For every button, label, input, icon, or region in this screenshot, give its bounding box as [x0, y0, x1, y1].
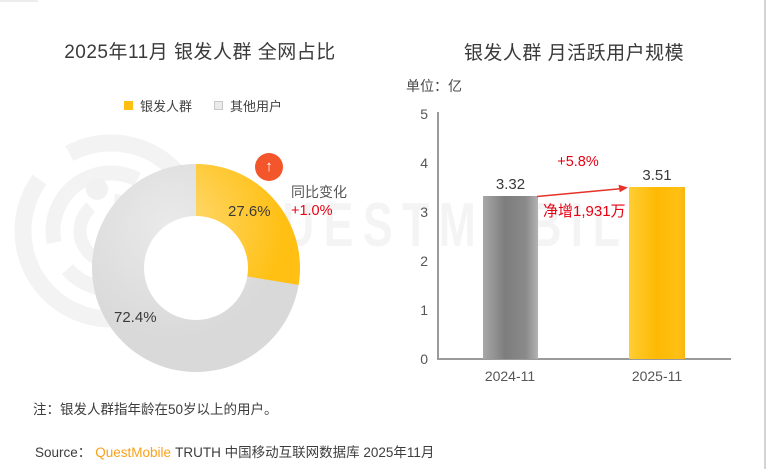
legend-label-silver: 银发人群: [139, 99, 192, 114]
source-suffix: TRUTH 中国移动互联网数据库 2025年11月: [175, 445, 435, 460]
x-label-2024-11: 2024-11: [484, 368, 536, 384]
source-line: Source： QuestMobile TRUTH 中国移动互联网数据库 2025年…: [35, 441, 434, 461]
bar-2025-11: 3.51: [629, 167, 685, 359]
y-tick-4: 4: [420, 155, 428, 171]
y-tick-1: 1: [420, 302, 428, 318]
x-axis-line: [437, 358, 731, 360]
right-chart-title: 银发人群 月活跃用户规模: [463, 43, 685, 64]
legend-swatch-yellow-icon: [123, 101, 133, 110]
arrow-up-icon: ↑: [265, 157, 273, 175]
yoy-up-badge: ↑: [255, 153, 283, 181]
y-axis-line: [437, 112, 439, 360]
growth-rate-label: +5.8%: [557, 154, 599, 170]
bar-2024-11: 3.32: [483, 176, 538, 359]
legend-label-others: 其他用户: [230, 99, 283, 114]
bar-value-2025: 3.51: [642, 167, 672, 184]
legend-item-silver: 银发人群: [123, 96, 192, 115]
yoy-change-label: 同比变化: [291, 184, 347, 200]
questmobile-text-watermark: QUESTMOBILE: [238, 190, 668, 261]
left-chart-legend: 银发人群 其他用户: [43, 96, 363, 115]
legend-item-others: 其他用户: [214, 96, 282, 115]
donut-value-silver: 27.6%: [228, 203, 271, 220]
left-chart-title: 2025年11月 银发人群 全网占比: [64, 42, 336, 63]
corner-artifact: [0, 0, 38, 2]
x-label-2025-11: 2025-11: [631, 368, 683, 384]
yoy-change-value: +1.0%: [291, 203, 333, 219]
donut-value-others: 72.4%: [114, 309, 157, 326]
y-tick-0: 0: [420, 351, 428, 367]
y-tick-5: 5: [420, 106, 428, 122]
bar-value-2024: 3.32: [495, 176, 526, 194]
footnote: 注：银发人群指年龄在50岁以上的用户。: [33, 402, 278, 417]
donut-ring: [92, 164, 300, 372]
net-increase-label: 净增1,931万: [543, 203, 626, 220]
donut-hole: [144, 216, 248, 320]
y-tick-3: 3: [420, 204, 428, 220]
page-right-border: [764, 0, 766, 469]
unit-label: 单位：亿: [406, 78, 462, 94]
growth-arrow-icon: [536, 184, 628, 198]
y-tick-2: 2: [420, 253, 428, 269]
source-prefix: Source：: [35, 445, 92, 460]
legend-swatch-gray-icon: [214, 101, 223, 110]
source-brand: QuestMobile: [95, 445, 172, 460]
